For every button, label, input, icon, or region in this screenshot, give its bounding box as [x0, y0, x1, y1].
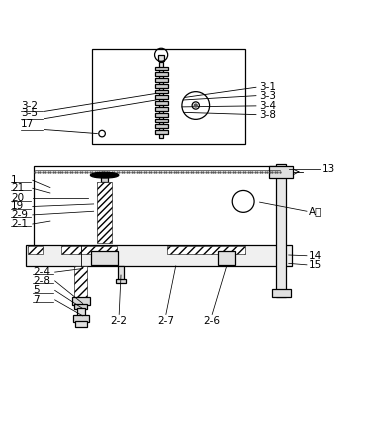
Bar [272, 289, 291, 297]
Text: 7: 7 [33, 295, 40, 305]
Text: 3-1: 3-1 [259, 82, 277, 92]
Bar [76, 308, 85, 316]
Text: 1: 1 [11, 175, 18, 185]
Bar [154, 119, 168, 122]
Text: 2-7: 2-7 [157, 316, 174, 326]
Text: 2-2: 2-2 [111, 316, 128, 326]
Bar [92, 49, 245, 144]
Bar [74, 304, 87, 309]
Text: 19: 19 [11, 202, 24, 211]
Bar [218, 251, 235, 265]
Text: 2-8: 2-8 [33, 276, 50, 286]
Bar [34, 166, 281, 246]
Text: 3-4: 3-4 [259, 101, 277, 111]
Circle shape [194, 104, 197, 107]
Bar [154, 67, 168, 70]
Bar [118, 266, 124, 280]
Bar [154, 130, 168, 134]
Text: 5: 5 [33, 285, 40, 295]
Text: 2-6: 2-6 [203, 316, 221, 326]
Text: 20: 20 [11, 194, 24, 203]
Bar [269, 166, 293, 178]
Text: 15: 15 [309, 260, 322, 270]
Text: 17: 17 [21, 119, 34, 129]
Bar [74, 266, 87, 297]
Text: A部: A部 [309, 206, 322, 216]
Bar [154, 84, 168, 88]
Bar [75, 321, 87, 327]
Text: 13: 13 [322, 164, 335, 173]
Bar [159, 62, 163, 138]
Bar [154, 113, 168, 117]
Text: 2-4: 2-4 [33, 267, 50, 277]
Bar [154, 95, 168, 99]
Text: 14: 14 [309, 251, 322, 261]
Bar [154, 90, 168, 94]
Bar [154, 102, 168, 105]
Bar [154, 78, 168, 82]
Bar [91, 251, 119, 265]
Bar [167, 246, 245, 254]
Text: 3-8: 3-8 [259, 110, 277, 120]
Bar [26, 245, 292, 266]
Text: 21: 21 [11, 183, 24, 193]
Text: 2-1: 2-1 [11, 219, 28, 229]
Bar [116, 279, 127, 284]
Bar [73, 315, 89, 322]
Text: 2-9: 2-9 [11, 210, 28, 220]
Text: 3-5: 3-5 [21, 108, 38, 118]
Bar [72, 297, 90, 305]
Bar [154, 125, 168, 128]
Ellipse shape [90, 172, 119, 178]
Bar [154, 72, 168, 76]
Text: 3-2: 3-2 [21, 101, 38, 111]
Bar [61, 246, 117, 254]
Bar [154, 108, 168, 111]
Bar [97, 182, 112, 243]
Text: 3-3: 3-3 [259, 90, 277, 101]
Bar [101, 174, 108, 182]
Bar [276, 164, 286, 297]
Bar [158, 55, 164, 61]
Bar [28, 246, 42, 254]
